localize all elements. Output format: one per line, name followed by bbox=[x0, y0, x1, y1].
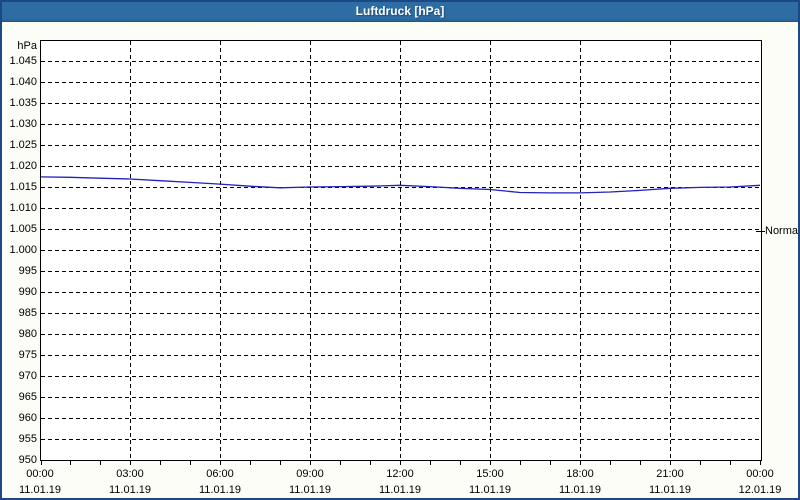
pressure-series-line bbox=[41, 176, 761, 194]
x-tick-date-label: 11.01.19 bbox=[558, 484, 601, 496]
y-tick-label: 1.040 bbox=[9, 76, 37, 88]
x-tick-time-label: 12:00 bbox=[386, 468, 414, 480]
y-tick-label: 1.000 bbox=[9, 244, 37, 256]
x-tick-date-label: 11.01.19 bbox=[468, 484, 511, 496]
x-axis-minor-ticks bbox=[41, 460, 761, 465]
x-tick-time-label: 09:00 bbox=[296, 468, 324, 480]
y-tick-label: 995 bbox=[18, 265, 37, 277]
y-tick-label: 960 bbox=[18, 412, 37, 424]
y-tick-label: 1.035 bbox=[9, 97, 37, 109]
y-tick-label: 1.025 bbox=[9, 139, 37, 151]
y-tick-label: 985 bbox=[18, 307, 37, 319]
y-tick-label: 980 bbox=[18, 328, 37, 340]
y-tick-label: 950 bbox=[18, 454, 37, 466]
window-titlebar: Luftdruck [hPa] bbox=[2, 2, 798, 22]
y-tick-label: 1.010 bbox=[9, 202, 37, 214]
x-tick-time-label: 15:00 bbox=[476, 468, 504, 480]
normal-marker-tick bbox=[756, 231, 765, 232]
y-tick-label: 965 bbox=[18, 391, 37, 403]
x-tick-time-label: 00:00 bbox=[26, 468, 54, 480]
x-tick-date-label: 11.01.19 bbox=[108, 484, 151, 496]
x-tick-date-label: 11.01.19 bbox=[288, 484, 331, 496]
horizontal-gridlines bbox=[41, 61, 761, 440]
y-axis-unit-label: hPa bbox=[17, 40, 37, 52]
plot-grid-and-series bbox=[41, 41, 761, 465]
x-tick-time-label: 03:00 bbox=[116, 468, 144, 480]
window-title: Luftdruck [hPa] bbox=[355, 4, 445, 18]
y-tick-label: 955 bbox=[18, 433, 37, 445]
x-tick-time-label: 21:00 bbox=[656, 468, 684, 480]
x-tick-date-label: 12.01.19 bbox=[738, 484, 782, 496]
y-tick-label: 975 bbox=[18, 349, 37, 361]
x-tick-time-label: 18:00 bbox=[566, 468, 594, 480]
y-tick-label: 1.020 bbox=[9, 160, 37, 172]
y-tick-label: 1.015 bbox=[9, 181, 37, 193]
pressure-chart: hPa 1.045 1.040 1.035 1.030 1.025 1.020 1.015 1… bbox=[2, 22, 798, 498]
x-tick-date-label: 11.01.19 bbox=[648, 484, 691, 496]
x-tick-date-label: 11.01.19 bbox=[198, 484, 241, 496]
normal-marker-label: Normal bbox=[765, 225, 800, 237]
x-tick-time-label: 06:00 bbox=[206, 468, 234, 480]
y-tick-label: 1.005 bbox=[9, 223, 37, 235]
x-tick-date-label: 11.01.19 bbox=[18, 484, 61, 496]
x-tick-date-label: 11.01.19 bbox=[378, 484, 421, 496]
y-tick-label: 1.030 bbox=[9, 118, 37, 130]
y-tick-label: 1.045 bbox=[9, 55, 37, 67]
y-tick-label: 990 bbox=[18, 286, 37, 298]
x-tick-time-label: 00:00 bbox=[746, 468, 774, 480]
y-tick-label: 970 bbox=[18, 370, 37, 382]
